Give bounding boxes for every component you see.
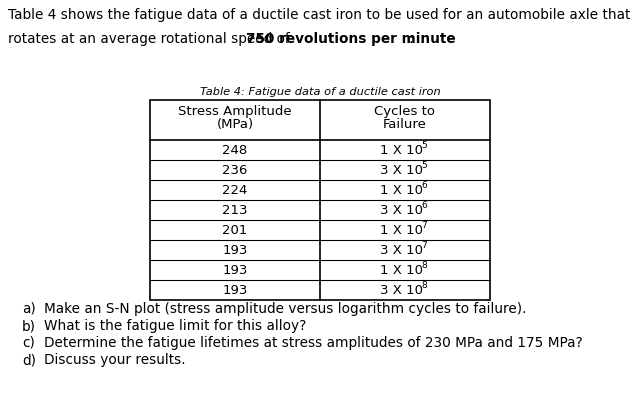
Text: Make an S-N plot (stress amplitude versus logarithm cycles to failure).: Make an S-N plot (stress amplitude versu… xyxy=(44,302,527,316)
Text: What is the fatigue limit for this alloy?: What is the fatigue limit for this alloy… xyxy=(44,319,307,333)
Text: 3 X 10: 3 X 10 xyxy=(380,163,422,176)
Text: (MPa): (MPa) xyxy=(216,118,254,131)
Text: 7: 7 xyxy=(421,242,427,250)
Text: Table 4: Fatigue data of a ductile cast iron: Table 4: Fatigue data of a ductile cast … xyxy=(200,87,440,97)
Text: 1 X 10: 1 X 10 xyxy=(380,263,422,277)
Text: 3 X 10: 3 X 10 xyxy=(380,204,422,217)
Text: Cycles to: Cycles to xyxy=(375,105,436,118)
Text: 224: 224 xyxy=(223,184,247,196)
Text: 1 X 10: 1 X 10 xyxy=(380,143,422,156)
Text: 193: 193 xyxy=(223,283,247,296)
Text: 1 X 10: 1 X 10 xyxy=(380,224,422,237)
Text: 213: 213 xyxy=(222,204,248,217)
Text: d): d) xyxy=(22,353,36,367)
Text: 1 X 10: 1 X 10 xyxy=(380,184,422,196)
Text: 3 X 10: 3 X 10 xyxy=(380,283,422,296)
Text: 248: 248 xyxy=(223,143,247,156)
Text: 7: 7 xyxy=(421,222,427,231)
Text: Table 4 shows the fatigue data of a ductile cast iron to be used for an automobi: Table 4 shows the fatigue data of a duct… xyxy=(8,8,630,22)
Text: 8: 8 xyxy=(421,281,427,290)
Text: Discuss your results.: Discuss your results. xyxy=(44,353,186,367)
Text: :: : xyxy=(408,32,413,46)
Text: a): a) xyxy=(22,302,36,316)
Text: rotates at an average rotational speed of: rotates at an average rotational speed o… xyxy=(8,32,294,46)
Text: 3 X 10: 3 X 10 xyxy=(380,244,422,257)
Text: 5: 5 xyxy=(421,141,427,151)
Text: 6: 6 xyxy=(421,182,427,191)
Bar xyxy=(150,100,490,300)
Text: Stress Amplitude: Stress Amplitude xyxy=(178,105,292,118)
Text: 5: 5 xyxy=(421,162,427,171)
Text: 8: 8 xyxy=(421,261,427,270)
Text: 750 revolutions per minute: 750 revolutions per minute xyxy=(246,32,455,46)
Text: c): c) xyxy=(22,336,35,350)
Text: b): b) xyxy=(22,319,36,333)
Text: 193: 193 xyxy=(223,263,247,277)
Text: 6: 6 xyxy=(421,202,427,211)
Text: 236: 236 xyxy=(223,163,247,176)
Text: 193: 193 xyxy=(223,244,247,257)
Text: 201: 201 xyxy=(223,224,247,237)
Text: Determine the fatigue lifetimes at stress amplitudes of 230 MPa and 175 MPa?: Determine the fatigue lifetimes at stres… xyxy=(44,336,583,350)
Text: Failure: Failure xyxy=(383,118,427,131)
